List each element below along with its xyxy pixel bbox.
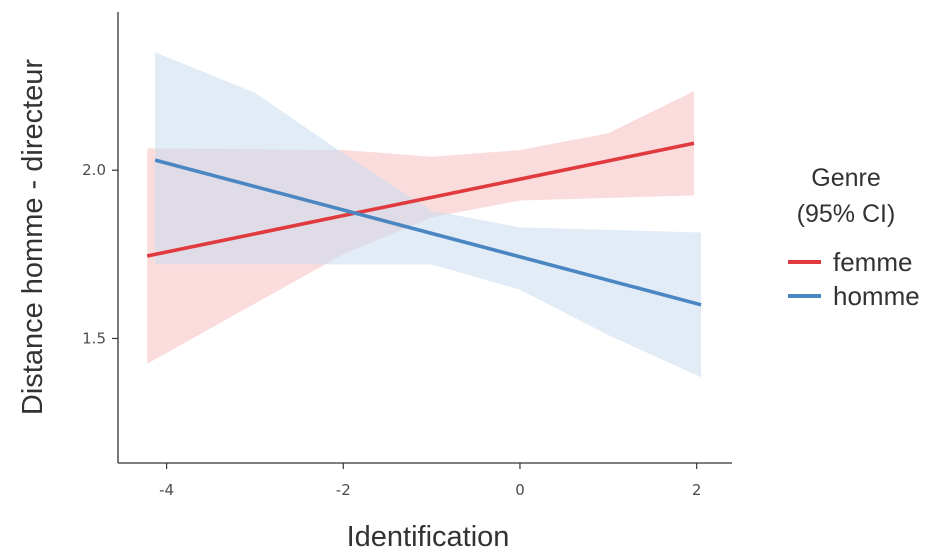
x-tick-label: -2 bbox=[336, 481, 351, 499]
y-tick-label: 2.0 bbox=[82, 161, 106, 179]
series-line-homme bbox=[154, 158, 702, 307]
confidence-bands bbox=[147, 52, 702, 378]
x-tick-label: -4 bbox=[159, 481, 174, 499]
y-axis-ticks: 1.5 2.0 bbox=[82, 161, 118, 347]
x-axis-title: Identification bbox=[347, 521, 510, 553]
legend: Genre (95% CI) femme homme bbox=[788, 164, 920, 311]
plot-area bbox=[146, 52, 702, 378]
y-axis-title: Distance homme - directeur bbox=[17, 59, 49, 416]
series-line-femme bbox=[146, 141, 695, 258]
legend-title-line-2: (95% CI) bbox=[797, 200, 896, 228]
regression-lines bbox=[146, 141, 702, 307]
legend-label-femme: femme bbox=[833, 247, 912, 277]
y-tick-label: 1.5 bbox=[82, 329, 106, 347]
x-tick-label: 2 bbox=[692, 481, 702, 499]
ci-band-homme bbox=[155, 52, 702, 378]
legend-label-homme: homme bbox=[833, 281, 920, 311]
legend-title-line-1: Genre bbox=[811, 164, 880, 192]
x-tick-label: 0 bbox=[515, 481, 525, 499]
x-axis-ticks: -4 -2 0 2 bbox=[159, 463, 701, 499]
